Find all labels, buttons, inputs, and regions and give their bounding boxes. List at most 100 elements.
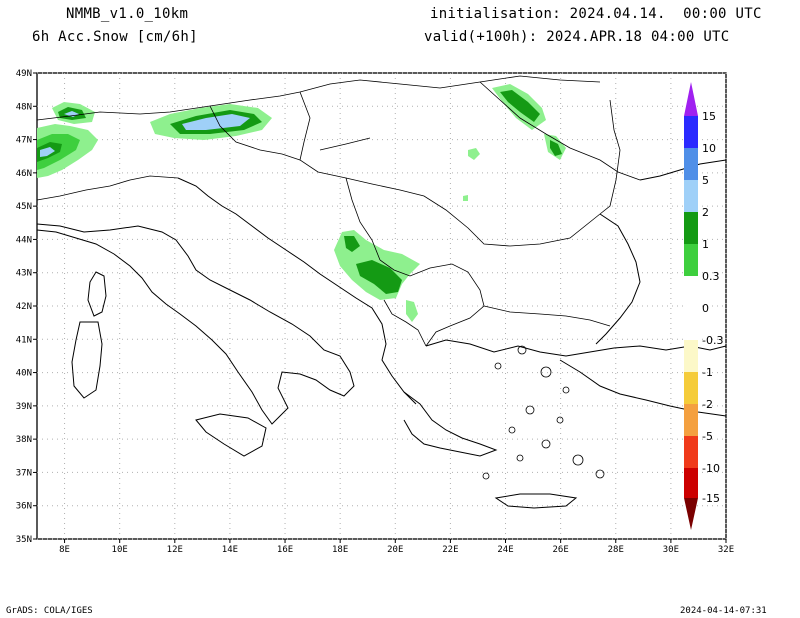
lat-tick-label: 47N: [16, 136, 32, 146]
snow-area-deep: [40, 147, 55, 157]
border-croatia-bosnia: [345, 177, 381, 261]
lon-tick-label: 24E: [497, 545, 513, 555]
colorbar-segment: [684, 436, 698, 468]
colorbar-label: 10: [702, 142, 716, 155]
map-frame: [36, 72, 727, 540]
colorbar-segment: [684, 244, 698, 276]
islands: [482, 345, 605, 480]
island: [525, 405, 535, 415]
border-alps-south: [36, 175, 179, 201]
snow-area-heavy: [550, 140, 562, 156]
valid-time: valid(+100h): 2024.APR.18 04:00 UTC: [424, 29, 730, 45]
lat-tick-label: 37N: [16, 468, 32, 478]
border-bulgaria-south: [483, 305, 611, 327]
lat-tick-label: 38N: [16, 435, 32, 445]
island: [482, 472, 490, 480]
lon-tick-label: 20E: [387, 545, 403, 555]
border-hungary-romania: [299, 91, 601, 247]
italy-coast: [36, 223, 355, 425]
island: [572, 454, 584, 466]
island: [517, 345, 527, 355]
colorbar-label: -0.3: [702, 334, 723, 347]
island: [556, 416, 564, 424]
lat-tick-label: 35N: [16, 535, 32, 545]
model-name: NMMB_v1.0_10km: [66, 6, 189, 22]
snow-area-light: [468, 148, 480, 160]
lon-tick-label: 28E: [608, 545, 624, 555]
island: [562, 386, 570, 394]
colorbar-segment: [684, 404, 698, 436]
colorbar-label: 15: [702, 110, 716, 123]
snow-area-heavy: [356, 260, 402, 294]
greece-coast: [403, 391, 498, 457]
ukraine-coast: [639, 159, 727, 181]
border-serbia-bulgaria: [379, 259, 485, 347]
grads-credit: GrADS: COLA/IGES: [6, 606, 93, 616]
colorbar-segment: [684, 148, 698, 180]
lat-tick-label: 48N: [16, 102, 32, 112]
colorbar-segment: [684, 180, 698, 212]
island: [541, 439, 551, 449]
snow-area-light: [463, 195, 468, 201]
lat-tick-label: 36N: [16, 502, 32, 512]
lon-tick-label: 22E: [442, 545, 458, 555]
lake-balaton: [319, 137, 371, 151]
snow-area-heavy: [500, 90, 540, 122]
colorbar-segment: [684, 116, 698, 148]
lat-tick-label: 45N: [16, 202, 32, 212]
balkan-adriatic-coast: [177, 177, 417, 405]
colorbar-bottom-arrow: [684, 498, 698, 530]
island: [494, 362, 502, 370]
lat-tick-label: 41N: [16, 335, 32, 345]
colorbar-segment: [684, 340, 698, 372]
lat-tick-label: 40N: [16, 369, 32, 379]
sardinia-coast: [71, 321, 103, 399]
colorbar-label: 5: [702, 174, 709, 187]
lon-tick-label: 14E: [222, 545, 238, 555]
init-time: initialisation: 2024.04.14. 00:00 UTC: [430, 6, 762, 22]
lat-tick-label: 44N: [16, 235, 32, 245]
lat-tick-label: 39N: [16, 402, 32, 412]
colorbar-label: 2: [702, 206, 709, 219]
island: [508, 426, 516, 434]
lon-tick-label: 26E: [553, 545, 569, 555]
colorbar-label: -1: [702, 366, 713, 379]
lon-tick-label: 32E: [718, 545, 734, 555]
lon-tick-label: 18E: [332, 545, 348, 555]
colorbar-label: -10: [702, 462, 720, 475]
black-sea-coast: [595, 213, 641, 345]
colorbar-segment: [684, 372, 698, 404]
colorbar-top-arrow: [684, 82, 698, 116]
island: [540, 366, 552, 378]
render-timestamp: 2024-04-14-07:31: [680, 606, 767, 616]
colorbar-segment: [684, 468, 698, 498]
snow-area-light: [406, 300, 418, 322]
colorbar-segment: [684, 276, 698, 340]
lat-tick-label: 49N: [16, 69, 32, 79]
lon-tick-label: 10E: [112, 545, 128, 555]
colorbar-label: -15: [702, 492, 720, 505]
colorbar-label: -2: [702, 398, 713, 411]
colorbar: 15 10 5 2 1 0.3 0 -0.3 -1 -2 -5 -10 -15: [684, 82, 723, 530]
borders: [36, 75, 641, 347]
colorbar-segment: [684, 212, 698, 244]
snow-area-deep: [182, 114, 250, 130]
lon-tick-label: 8E: [59, 545, 70, 555]
colorbar-label: 0.3: [702, 270, 720, 283]
colorbar-label: -5: [702, 430, 713, 443]
field-name: 6h Acc.Snow [cm/6h]: [32, 29, 198, 45]
snow-area-heavy: [344, 236, 360, 252]
colorbar-label: 1: [702, 238, 709, 251]
lat-tick-label: 43N: [16, 269, 32, 279]
border-albania: [383, 299, 427, 347]
border-austria-slovenia: [209, 105, 301, 161]
lat-tick-label: 42N: [16, 302, 32, 312]
lat-tick-label: 46N: [16, 169, 32, 179]
axis-labels: 8E 10E 12E 14E 16E 18E 20E 22E 24E 26E 28E 30E 32E 49…: [16, 69, 734, 555]
border-moldova: [599, 99, 621, 215]
lon-tick-label: 16E: [277, 545, 293, 555]
border-romania-north: [479, 81, 641, 181]
lon-tick-label: 12E: [167, 545, 183, 555]
corsica-coast: [87, 271, 107, 317]
